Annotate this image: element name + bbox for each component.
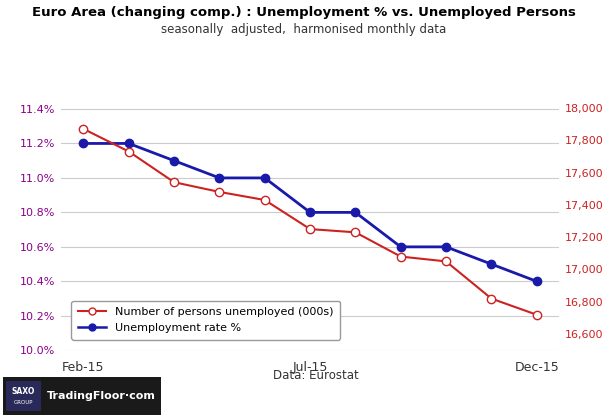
Text: Data: Eurostat: Data: Eurostat	[273, 369, 359, 382]
Legend: Number of persons unemployed (000s), Unemployment rate %: Number of persons unemployed (000s), Une…	[71, 301, 340, 339]
Text: SAXO: SAXO	[12, 387, 35, 396]
Text: TradingFloor·com: TradingFloor·com	[47, 391, 156, 401]
FancyBboxPatch shape	[6, 381, 41, 411]
Text: GROUP: GROUP	[14, 400, 33, 405]
Text: Euro Area (changing comp.) : Unemployment % vs. Unemployed Persons: Euro Area (changing comp.) : Unemploymen…	[32, 6, 576, 19]
Text: seasonally  adjusted,  harmonised monthly data: seasonally adjusted, harmonised monthly …	[161, 23, 447, 36]
